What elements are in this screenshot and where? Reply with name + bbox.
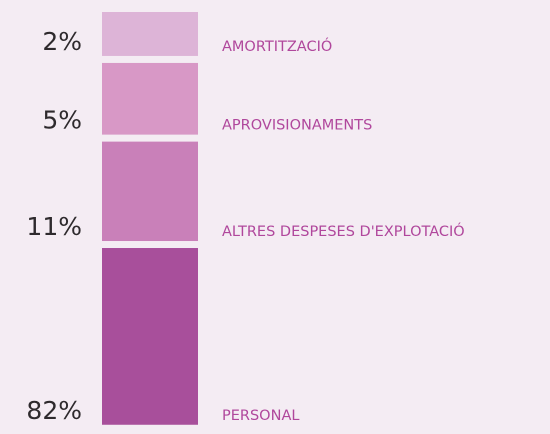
value-label: 82% <box>26 396 82 425</box>
bar-segment <box>102 248 198 425</box>
value-label: 11% <box>26 212 82 241</box>
category-label: PERSONAL <box>222 408 299 424</box>
bar-segment <box>102 62 198 135</box>
category-label: AMORTITZACIÓ <box>222 37 332 55</box>
value-label: 2% <box>42 27 82 56</box>
category-label: ALTRES DESPESES D'EXPLOTACIÓ <box>222 222 465 240</box>
category-label: APROVISIONAMENTS <box>222 118 372 134</box>
value-label: 5% <box>42 106 82 135</box>
bar-segment <box>102 12 198 56</box>
bar-segment <box>102 141 198 242</box>
